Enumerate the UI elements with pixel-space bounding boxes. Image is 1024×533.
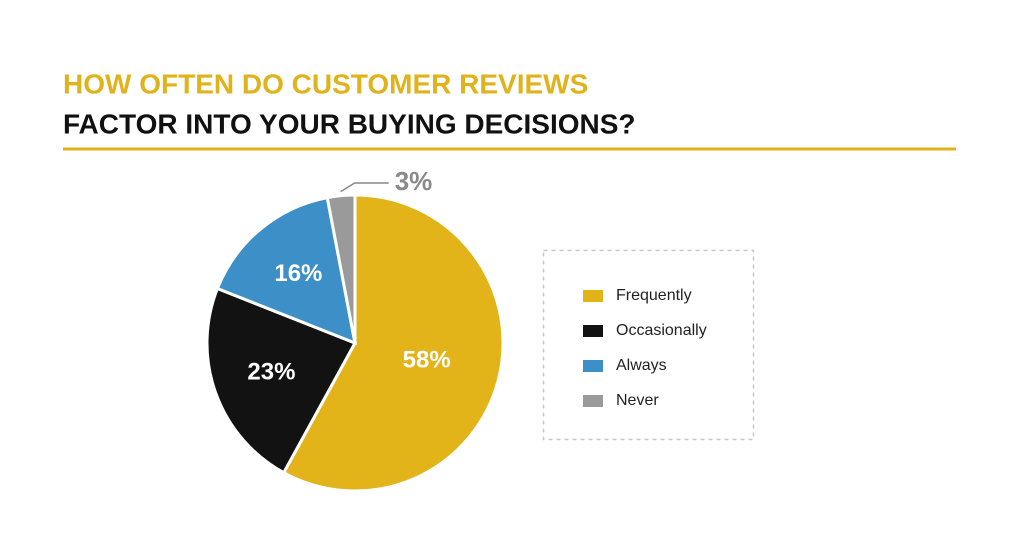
chart-title: HOW OFTEN DO CUSTOMER REVIEWS	[63, 68, 588, 99]
legend-swatch	[583, 290, 603, 302]
data-label: 3%	[395, 166, 433, 196]
data-label: 16%	[274, 260, 322, 287]
legend-label: Frequently	[616, 287, 692, 304]
chart-title: FACTOR INTO YOUR BUYING DECISIONS?	[63, 108, 636, 139]
legend-swatch	[583, 325, 603, 337]
pie-slice	[205, 286, 358, 475]
pie-slice	[281, 193, 505, 493]
pie-slice	[325, 193, 357, 344]
pie-slice	[215, 195, 357, 346]
legend-label: Always	[616, 357, 667, 374]
legend-label: Never	[616, 392, 659, 409]
legend-swatch	[583, 395, 603, 407]
leader-line	[340, 182, 389, 193]
legend-box	[542, 249, 755, 441]
data-label: 23%	[247, 358, 295, 385]
data-label: 58%	[403, 347, 451, 374]
legend-label: Occasionally	[616, 322, 707, 339]
legend-swatch	[583, 360, 603, 372]
